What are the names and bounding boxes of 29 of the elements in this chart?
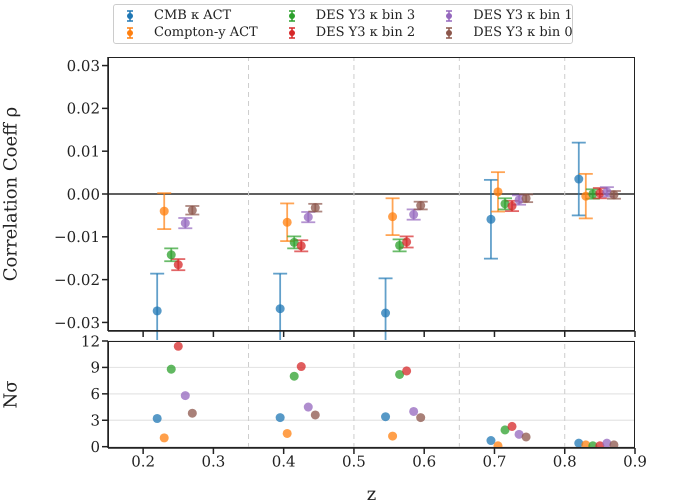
y-tick-label: 0.00 xyxy=(66,185,100,204)
y-tick-label: 12 xyxy=(80,332,100,350)
y-tick-label: 0.03 xyxy=(66,56,100,75)
x-tick-label: 0.3 xyxy=(201,452,226,471)
y-tick-label: −0.02 xyxy=(54,270,100,289)
x-tick-label: 0.9 xyxy=(623,452,647,471)
y-tick-label: 0.02 xyxy=(66,100,100,118)
x-tick-label: 0.5 xyxy=(342,452,366,471)
y-axis-title: Nσ xyxy=(0,380,22,409)
y-axis-title: Correlation Coeff ρ xyxy=(0,106,22,282)
y-tick-label: 9 xyxy=(90,358,100,377)
y-tick-label: 0.01 xyxy=(66,142,100,161)
legend-label: DES Y3 κ bin 1 xyxy=(473,8,573,23)
x-tick-label: 0.2 xyxy=(131,452,156,471)
legend-label: CMB κ ACT xyxy=(154,8,232,23)
x-tick-label: 0.7 xyxy=(482,452,506,471)
legend-label: DES Y3 κ bin 2 xyxy=(316,25,416,40)
y-tick-label: −0.03 xyxy=(54,314,100,332)
legend-label: DES Y3 κ bin 3 xyxy=(316,8,416,23)
x-axis-title: z xyxy=(366,484,376,502)
y-tick-label: 6 xyxy=(90,385,100,404)
y-tick-label: 3 xyxy=(90,412,100,430)
x-tick-label: 0.4 xyxy=(272,452,296,471)
x-tick-label: 0.8 xyxy=(552,452,577,471)
legend-label: DES Y3 κ bin 0 xyxy=(473,25,573,40)
legend-label: Compton-y ACT xyxy=(154,25,258,40)
y-tick-label: −0.01 xyxy=(54,228,100,246)
y-tick-label: 0 xyxy=(90,438,100,456)
x-tick-label: 0.6 xyxy=(412,452,436,471)
